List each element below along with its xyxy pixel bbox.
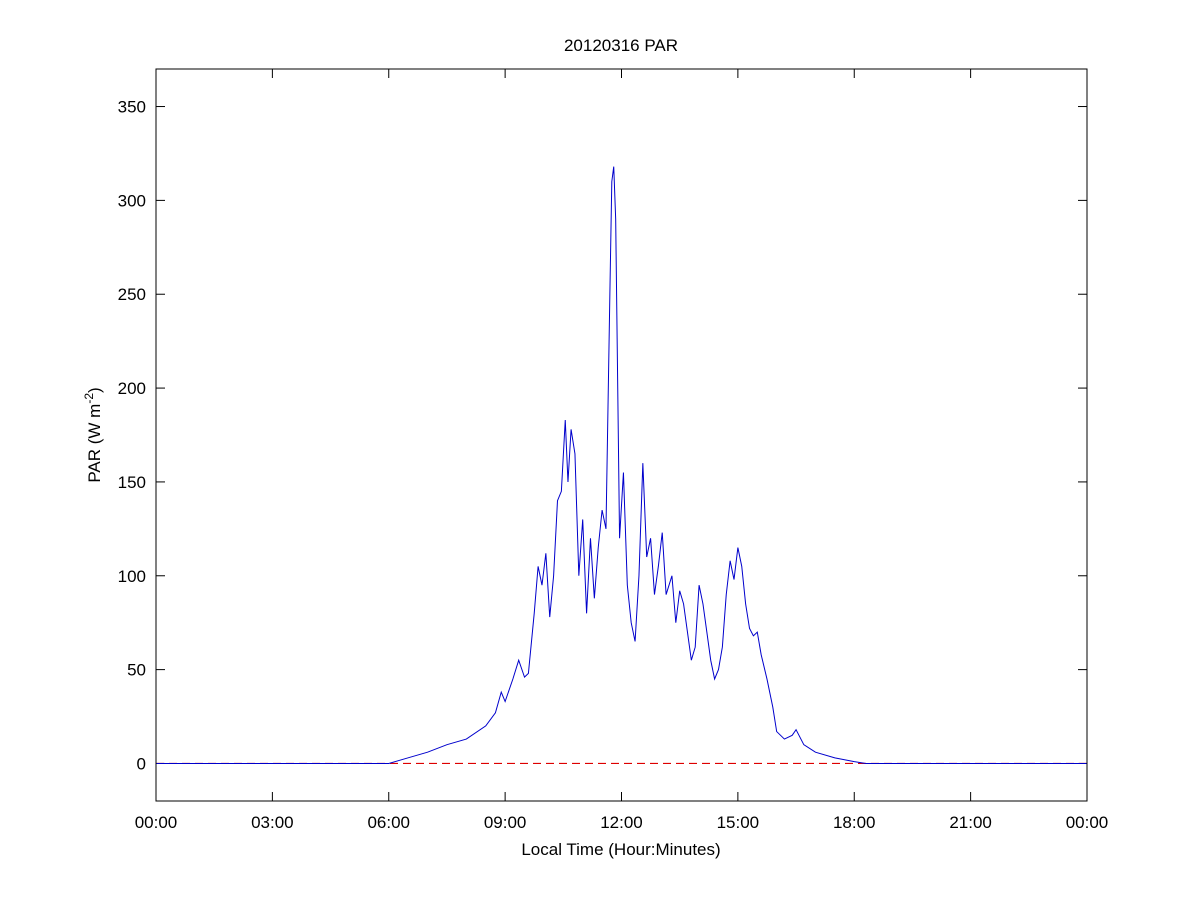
y-tick-label: 300: [118, 191, 146, 210]
x-tick-label: 21:00: [949, 813, 992, 832]
y-tick-label: 150: [118, 473, 146, 492]
y-axis-label: PAR (W m-2): [82, 387, 104, 482]
y-tick-label: 0: [137, 754, 146, 773]
x-tick-label: 15:00: [717, 813, 760, 832]
y-tick-label: 350: [118, 98, 146, 117]
y-tick-label: 100: [118, 567, 146, 586]
y-tick-label: 200: [118, 379, 146, 398]
y-label-sup: -2: [82, 393, 96, 404]
x-tick-label: 06:00: [367, 813, 410, 832]
x-tick-label: 03:00: [251, 813, 294, 832]
plot-frame: [155, 68, 1088, 802]
y-label-end: ): [85, 387, 104, 393]
x-tick-label: 00:00: [1066, 813, 1109, 832]
x-tick-label: 09:00: [484, 813, 527, 832]
x-tick-label: 18:00: [833, 813, 876, 832]
x-tick-label: 00:00: [135, 813, 178, 832]
chart-title: 20120316 PAR: [564, 36, 678, 55]
y-tick-label: 50: [127, 661, 146, 680]
data-line: [156, 166, 1087, 764]
y-tick-label: 250: [118, 285, 146, 304]
y-label-main: PAR (W m: [85, 404, 104, 483]
x-axis-label: Local Time (Hour:Minutes): [521, 840, 720, 859]
x-tick-label: 12:00: [600, 813, 643, 832]
